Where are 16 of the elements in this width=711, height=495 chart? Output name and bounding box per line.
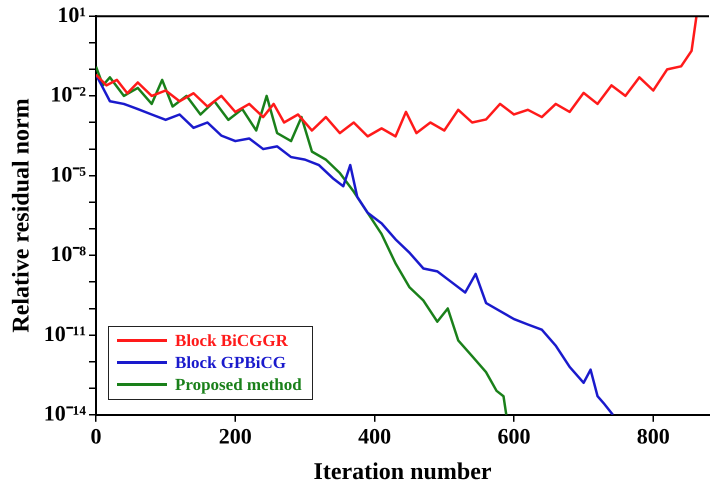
y-axis-title: Relative residual norm: [8, 98, 35, 333]
legend-label: Block GPBiCG: [174, 352, 286, 374]
y-tick-label: 10⁻¹⁴: [44, 400, 86, 426]
x-tick-label: 200: [218, 424, 252, 449]
x-axis-title: Iteration number: [314, 458, 492, 485]
y-tick-label: 10⁻⁸: [50, 241, 86, 266]
x-tick-label: 600: [497, 424, 530, 449]
y-tick-label: 10⁻²: [50, 82, 86, 107]
legend-label: Proposed method: [174, 374, 302, 396]
legend-label: Block BiCGGR: [174, 330, 288, 352]
x-tick-label: 400: [358, 424, 392, 449]
y-tick-label: 10⁻⁵: [50, 161, 86, 186]
x-tick-label: 0: [90, 424, 102, 449]
x-tick-label: 800: [636, 424, 670, 449]
y-tick-label: 10¹: [57, 2, 86, 27]
y-tick-label: 10⁻¹¹: [44, 320, 86, 346]
